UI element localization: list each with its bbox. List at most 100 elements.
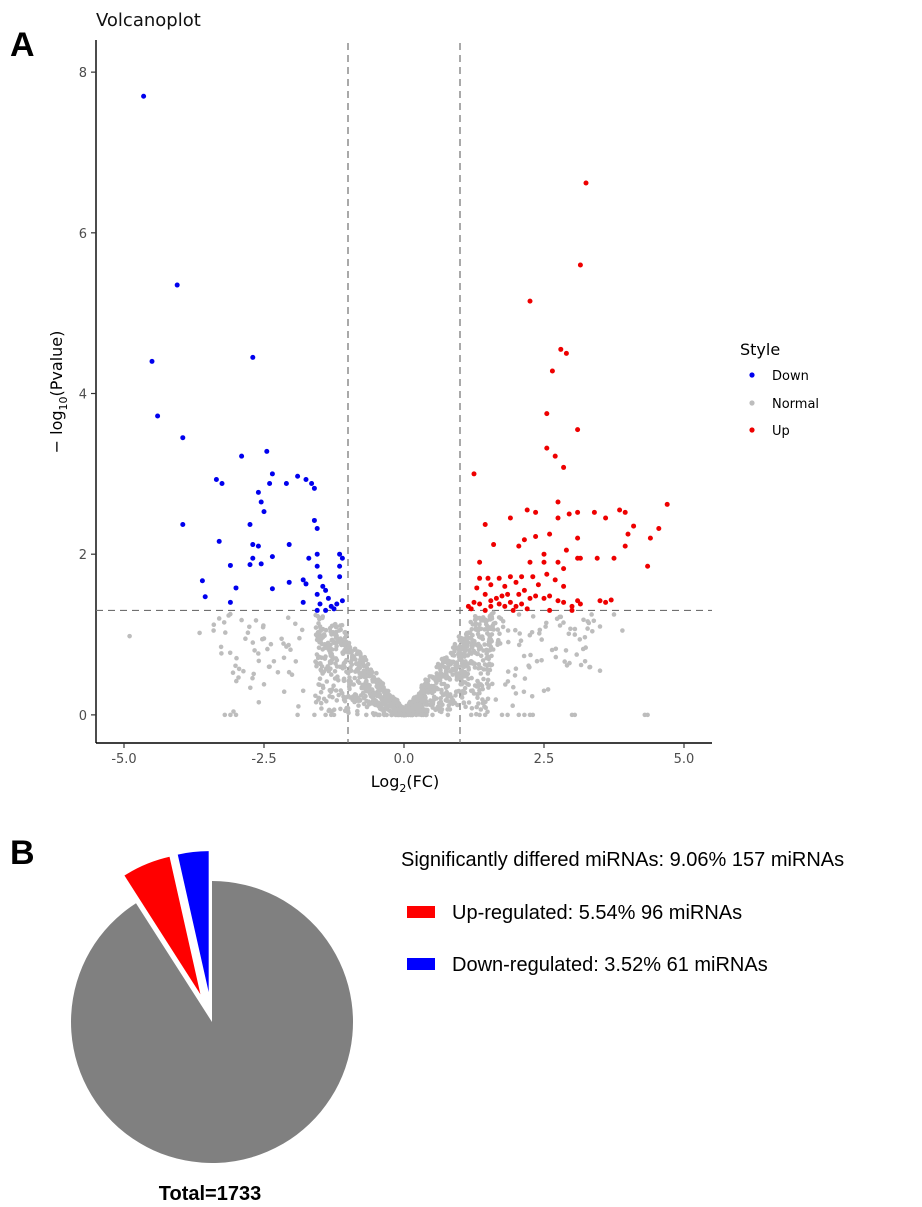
pie-slice-down xyxy=(177,851,209,993)
up-point xyxy=(519,601,525,607)
down-point xyxy=(180,435,186,441)
normal-point xyxy=(228,712,233,718)
normal-point xyxy=(334,698,340,703)
up-point xyxy=(622,543,628,549)
normal-point xyxy=(473,650,478,656)
normal-point xyxy=(370,679,376,684)
normal-point xyxy=(261,636,267,641)
down-point xyxy=(250,542,256,548)
up-point xyxy=(513,603,519,609)
down-point xyxy=(227,599,233,605)
up-point xyxy=(521,537,527,543)
normal-point xyxy=(537,627,543,633)
normal-point xyxy=(567,660,572,666)
up-point xyxy=(527,559,533,565)
normal-point xyxy=(275,670,281,675)
normal-point xyxy=(483,621,489,627)
normal-point xyxy=(327,625,333,631)
down-point xyxy=(295,473,301,479)
up-point xyxy=(563,350,569,356)
normal-point xyxy=(345,670,351,675)
normal-point xyxy=(352,694,358,700)
normal-point xyxy=(477,712,482,718)
up-point xyxy=(561,566,567,572)
normal-point xyxy=(211,622,217,627)
up-point xyxy=(488,582,494,588)
normal-point xyxy=(328,660,334,666)
up-point xyxy=(482,607,488,613)
normal-point xyxy=(245,630,251,635)
normal-point xyxy=(437,677,443,683)
x-tick-label: -2.5 xyxy=(251,752,276,767)
normal-point xyxy=(456,674,462,679)
normal-point xyxy=(256,700,262,705)
normal-point xyxy=(553,654,559,660)
normal-point xyxy=(446,703,452,708)
normal-point xyxy=(496,615,502,620)
normal-point xyxy=(468,619,474,625)
normal-point xyxy=(474,704,480,710)
normal-point xyxy=(468,688,474,694)
normal-point xyxy=(503,682,508,687)
y-tick-label: 4 xyxy=(79,388,87,403)
up-point xyxy=(533,593,539,599)
normal-point xyxy=(346,643,352,649)
up-point xyxy=(552,577,558,583)
down-point xyxy=(314,591,320,597)
normal-point xyxy=(300,688,306,694)
normal-point xyxy=(380,702,386,707)
x-tick-label: -5.0 xyxy=(111,752,136,767)
normal-point xyxy=(489,632,495,637)
normal-point xyxy=(260,624,266,630)
normal-point xyxy=(465,681,470,687)
normal-point xyxy=(505,628,511,633)
normal-point xyxy=(330,694,335,700)
down-point xyxy=(323,607,329,613)
normal-point xyxy=(484,651,490,656)
up-point xyxy=(533,509,539,515)
normal-point xyxy=(341,697,347,702)
normal-point xyxy=(411,696,416,702)
normal-point xyxy=(485,696,491,702)
normal-point xyxy=(385,688,390,694)
normal-point xyxy=(339,690,345,696)
normal-point xyxy=(197,630,202,636)
normal-point xyxy=(457,656,462,662)
up-point xyxy=(477,575,483,581)
up-point xyxy=(482,521,488,527)
legend-label-normal: Normal xyxy=(772,397,819,412)
normal-point xyxy=(332,669,338,674)
up-point xyxy=(577,601,583,607)
y-tick-label: 2 xyxy=(79,548,87,563)
normal-point xyxy=(522,712,527,718)
normal-point xyxy=(226,613,231,618)
normal-point xyxy=(329,709,335,714)
up-point xyxy=(625,531,631,537)
normal-point xyxy=(222,712,228,718)
up-point xyxy=(566,511,572,517)
down-point xyxy=(227,562,233,568)
up-point xyxy=(544,571,550,577)
normal-point xyxy=(347,675,352,680)
normal-point xyxy=(505,712,510,718)
legend-label-down: Down xyxy=(772,369,809,384)
down-point xyxy=(286,579,292,585)
normal-point xyxy=(360,670,365,676)
normal-point xyxy=(325,664,331,669)
normal-point xyxy=(482,642,487,647)
normal-point xyxy=(527,632,533,638)
up-point xyxy=(530,574,536,580)
up-point xyxy=(617,507,623,513)
up-point xyxy=(583,180,589,186)
normal-point xyxy=(313,693,318,699)
normal-point xyxy=(537,631,542,636)
normal-point xyxy=(279,636,284,642)
up-point xyxy=(611,555,617,561)
normal-point xyxy=(233,663,238,669)
normal-point xyxy=(250,675,255,681)
normal-point xyxy=(572,632,578,637)
up-point xyxy=(507,515,513,521)
up-point xyxy=(597,598,603,604)
normal-point xyxy=(439,690,444,695)
normal-point xyxy=(489,662,495,667)
